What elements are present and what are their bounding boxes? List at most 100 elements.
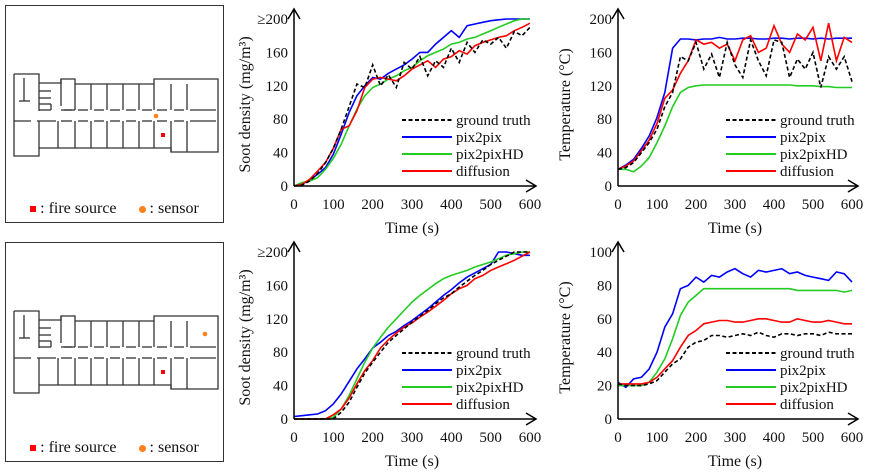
y-tick-label: 40 <box>273 379 288 395</box>
map-legend: : fire source : sensor <box>6 439 223 457</box>
fire-source-marker <box>161 370 165 374</box>
y-tick-label: 0 <box>281 179 289 195</box>
x-tick-label: 400 <box>763 430 786 446</box>
sensor-icon <box>138 205 146 213</box>
series-line-pix2pixhd <box>294 251 530 420</box>
y-axis-label: Soot density (mg/m³) <box>237 36 254 172</box>
series-line-pix2pix <box>293 18 530 187</box>
x-tick-label: 200 <box>685 430 708 446</box>
floor-plan-panel-bottom: : fire source : sensor <box>5 242 224 462</box>
y-tick-label: 40 <box>597 146 612 162</box>
series-line-ground-truth <box>293 26 531 187</box>
x-axis-arrow-icon <box>847 412 860 426</box>
y-tick-label: 0 <box>281 412 289 428</box>
x-tick-label: 300 <box>724 430 747 446</box>
y-tick-label: 120 <box>266 312 289 328</box>
x-tick-label: 500 <box>802 430 825 446</box>
axes <box>287 7 538 193</box>
sensor-label: : sensor <box>149 200 199 217</box>
temperature-chart-bottom: 0 20 40 60 80 100 0 100 200 300 400 500 600 Time (s) T… <box>550 237 870 475</box>
sensor-legend: : sensor <box>138 439 199 457</box>
series-line-pix2pix <box>617 267 853 389</box>
legend-label: diffusion <box>456 164 510 180</box>
y-axis-arrow-icon <box>287 7 301 20</box>
series-line-diffusion <box>618 317 852 385</box>
sensor-icon <box>138 444 146 452</box>
x-tick-label: 500 <box>479 197 502 213</box>
x-tick-label: 300 <box>724 197 747 213</box>
x-axis-label: Time (s) <box>708 220 762 237</box>
legend-label: pix2pix <box>456 130 502 146</box>
x-tick-label: 600 <box>841 197 864 213</box>
y-tick-label: 80 <box>273 345 288 361</box>
legend-label: diffusion <box>456 397 510 413</box>
fire-source-legend: : fire source <box>30 200 117 218</box>
x-tick-label: 300 <box>401 430 424 446</box>
y-tick-label: ≥200 <box>257 245 288 261</box>
x-tick-label: 100 <box>646 430 669 446</box>
y-tick-label: 60 <box>597 312 612 328</box>
axes <box>611 240 860 426</box>
temperature-chart-top: 0 40 80 120 160 200 0 100 200 300 400 500 600 Time (s… <box>550 0 870 240</box>
sensor-label: : sensor <box>149 439 199 456</box>
legend-label: diffusion <box>780 397 834 413</box>
y-tick-label: 40 <box>597 345 612 361</box>
series-line-pix2pixhd <box>293 18 530 187</box>
y-axis-label: Temperature (°C) <box>557 48 574 160</box>
floor-plan-panel-top: : fire source : sensor <box>5 5 224 223</box>
axes <box>287 240 538 426</box>
walls <box>13 73 219 157</box>
y-tick-label: 120 <box>266 79 289 95</box>
legend-label: ground truth <box>456 346 531 362</box>
y-tick-label: 120 <box>590 79 613 95</box>
legend-label: ground truth <box>780 346 855 362</box>
sensor-legend: : sensor <box>138 200 199 218</box>
legend-label: pix2pixHD <box>456 147 524 163</box>
x-tick-label: 100 <box>322 430 345 446</box>
series-line-ground-truth <box>617 331 852 387</box>
x-axis-label: Time (s) <box>385 220 439 237</box>
x-axis-arrow-icon <box>847 179 860 193</box>
x-tick-label: 0 <box>614 197 622 213</box>
fire-source-label: : fire source <box>40 439 117 456</box>
x-tick-label: 500 <box>479 430 502 446</box>
series-line-pix2pixhd <box>618 287 853 387</box>
y-tick-label: 80 <box>273 112 288 128</box>
y-axis-arrow-icon <box>611 240 625 253</box>
x-tick-label: 0 <box>290 430 298 446</box>
series-line-diffusion <box>617 23 853 171</box>
series-line-ground-truth <box>617 37 853 171</box>
x-tick-label: 400 <box>440 197 463 213</box>
legend-label: pix2pix <box>780 130 826 146</box>
legend-label: pix2pix <box>456 363 502 379</box>
y-axis-arrow-icon <box>287 240 301 253</box>
y-tick-label: 160 <box>266 45 289 61</box>
y-tick-label: 80 <box>597 278 612 294</box>
fire-source-icon <box>30 445 37 451</box>
map-legend: : fire source : sensor <box>6 200 223 218</box>
x-tick-label: 200 <box>361 197 384 213</box>
y-tick-label: 0 <box>605 179 613 195</box>
y-tick-label: 160 <box>590 45 613 61</box>
y-tick-label: 200 <box>590 12 613 28</box>
x-axis-arrow-icon <box>525 412 538 426</box>
legend-label: pix2pixHD <box>456 380 524 396</box>
x-tick-label: 200 <box>361 430 384 446</box>
floor-plan <box>13 73 219 157</box>
series-line-pix2pix <box>617 36 852 171</box>
x-tick-label: 300 <box>401 197 424 213</box>
sensor-marker <box>153 113 159 119</box>
axes <box>611 7 860 193</box>
floor-plan <box>13 310 219 394</box>
legend-label: pix2pixHD <box>780 380 848 396</box>
x-axis-label: Time (s) <box>385 453 439 470</box>
fire-source-legend: : fire source <box>30 439 117 457</box>
x-tick-label: 600 <box>841 430 864 446</box>
legend-label: diffusion <box>780 164 834 180</box>
y-tick-label: ≥200 <box>257 12 288 28</box>
x-axis-label: Time (s) <box>708 453 762 470</box>
